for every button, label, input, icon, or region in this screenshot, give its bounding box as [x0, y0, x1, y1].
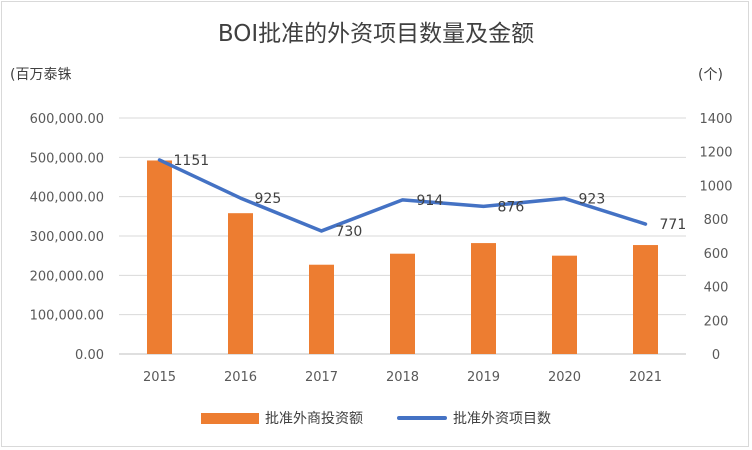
series-line: [157, 158, 648, 233]
chart-legend: 批准外商投资额 批准外资项目数: [0, 408, 752, 428]
x-tick-label: 2020: [548, 370, 581, 385]
x-tick-label: 2018: [386, 370, 419, 385]
y-right-tick-label: 1200: [699, 146, 732, 161]
y-left-tick-label: 100,000.00: [30, 309, 104, 324]
bar: [390, 253, 415, 354]
bar: [552, 255, 577, 354]
data-label: 730: [336, 224, 363, 240]
y-left-tick-label: 600,000.00: [30, 112, 104, 127]
legend-label-line: 批准外资项目数: [453, 411, 551, 427]
x-tick-label: 2021: [629, 370, 662, 385]
y-right-tick-label: 1000: [699, 179, 732, 194]
bar: [309, 264, 334, 354]
data-label: 914: [417, 193, 444, 209]
y-left-tick-label: 0.00: [75, 348, 104, 363]
legend-swatch-bar: [201, 412, 259, 424]
y-right-tick-label: 600: [704, 247, 729, 262]
y-left-tick-label: 200,000.00: [30, 269, 104, 284]
x-tick-label: 2017: [305, 370, 338, 385]
left-axis-unit-label: (百万泰铢: [10, 67, 72, 83]
bar: [228, 213, 253, 354]
bar: [147, 160, 172, 354]
y-right-tick-label: 200: [704, 314, 729, 329]
bar: [633, 245, 658, 354]
chart-title: BOI批准的外资项目数量及金额: [217, 21, 535, 47]
data-label: 1151: [174, 153, 210, 169]
data-label: 876: [498, 199, 525, 215]
y-left-tick-label: 300,000.00: [30, 230, 104, 245]
y-right-tick-label: 1400: [699, 112, 732, 127]
legend-item-bar[interactable]: 批准外商投资额: [201, 408, 363, 428]
bar: [471, 243, 496, 354]
x-tick-label: 2015: [143, 370, 176, 385]
x-tick-label: 2016: [224, 370, 257, 385]
x-tick-label: 2019: [467, 370, 500, 385]
y-right-tick-label: 0: [712, 348, 720, 363]
data-label: 923: [579, 191, 606, 207]
y-left-tick-label: 500,000.00: [30, 151, 104, 166]
y-right-tick-label: 800: [704, 213, 729, 228]
legend-item-line[interactable]: 批准外资项目数: [397, 408, 551, 428]
legend-label-bar: 批准外商投资额: [265, 411, 363, 427]
y-right-tick-label: 400: [704, 281, 729, 296]
right-axis-unit-label: (个): [698, 67, 723, 83]
y-left-tick-label: 400,000.00: [30, 191, 104, 206]
data-label: 771: [660, 217, 687, 233]
data-label: 925: [255, 191, 282, 207]
legend-swatch-line: [397, 416, 447, 420]
